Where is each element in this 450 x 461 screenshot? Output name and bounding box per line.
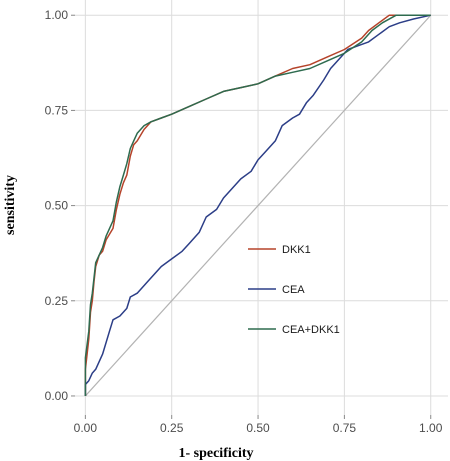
- y-axis-title: sensitivity: [3, 175, 18, 235]
- legend-label-dkk1: DKK1: [282, 244, 311, 256]
- grid-lines: [75, 0, 448, 415]
- legend-label-cea-dkk1: CEA+DKK1: [282, 324, 340, 336]
- y-tick-label: 0.25: [45, 294, 69, 308]
- plot-panel: [75, 0, 448, 415]
- y-tick-label: 0.50: [45, 199, 69, 213]
- y-tick-label: 1.00: [45, 8, 69, 22]
- axis-ticks: 0.00 0.25 0.50 0.75 1.00 0.00 0.25 0.50 0.75 1.00: [45, 8, 443, 435]
- y-tick-label: 0.00: [45, 389, 69, 403]
- reference-diagonal: [84, 14, 432, 397]
- legend-label-cea: CEA: [282, 284, 305, 296]
- x-tick-label: 0.50: [246, 421, 270, 435]
- x-tick-label: 0.25: [160, 421, 184, 435]
- series-lines: [84, 14, 431, 396]
- x-axis-title: 1- specificity: [178, 446, 253, 461]
- series-line-cea-dkk1: [84, 14, 431, 396]
- x-tick-label: 1.00: [419, 421, 443, 435]
- legend: DKK1 CEA CEA+DKK1: [248, 244, 340, 336]
- x-tick-label: 0.00: [74, 421, 98, 435]
- y-tick-label: 0.75: [45, 103, 69, 117]
- x-tick-label: 0.75: [333, 421, 357, 435]
